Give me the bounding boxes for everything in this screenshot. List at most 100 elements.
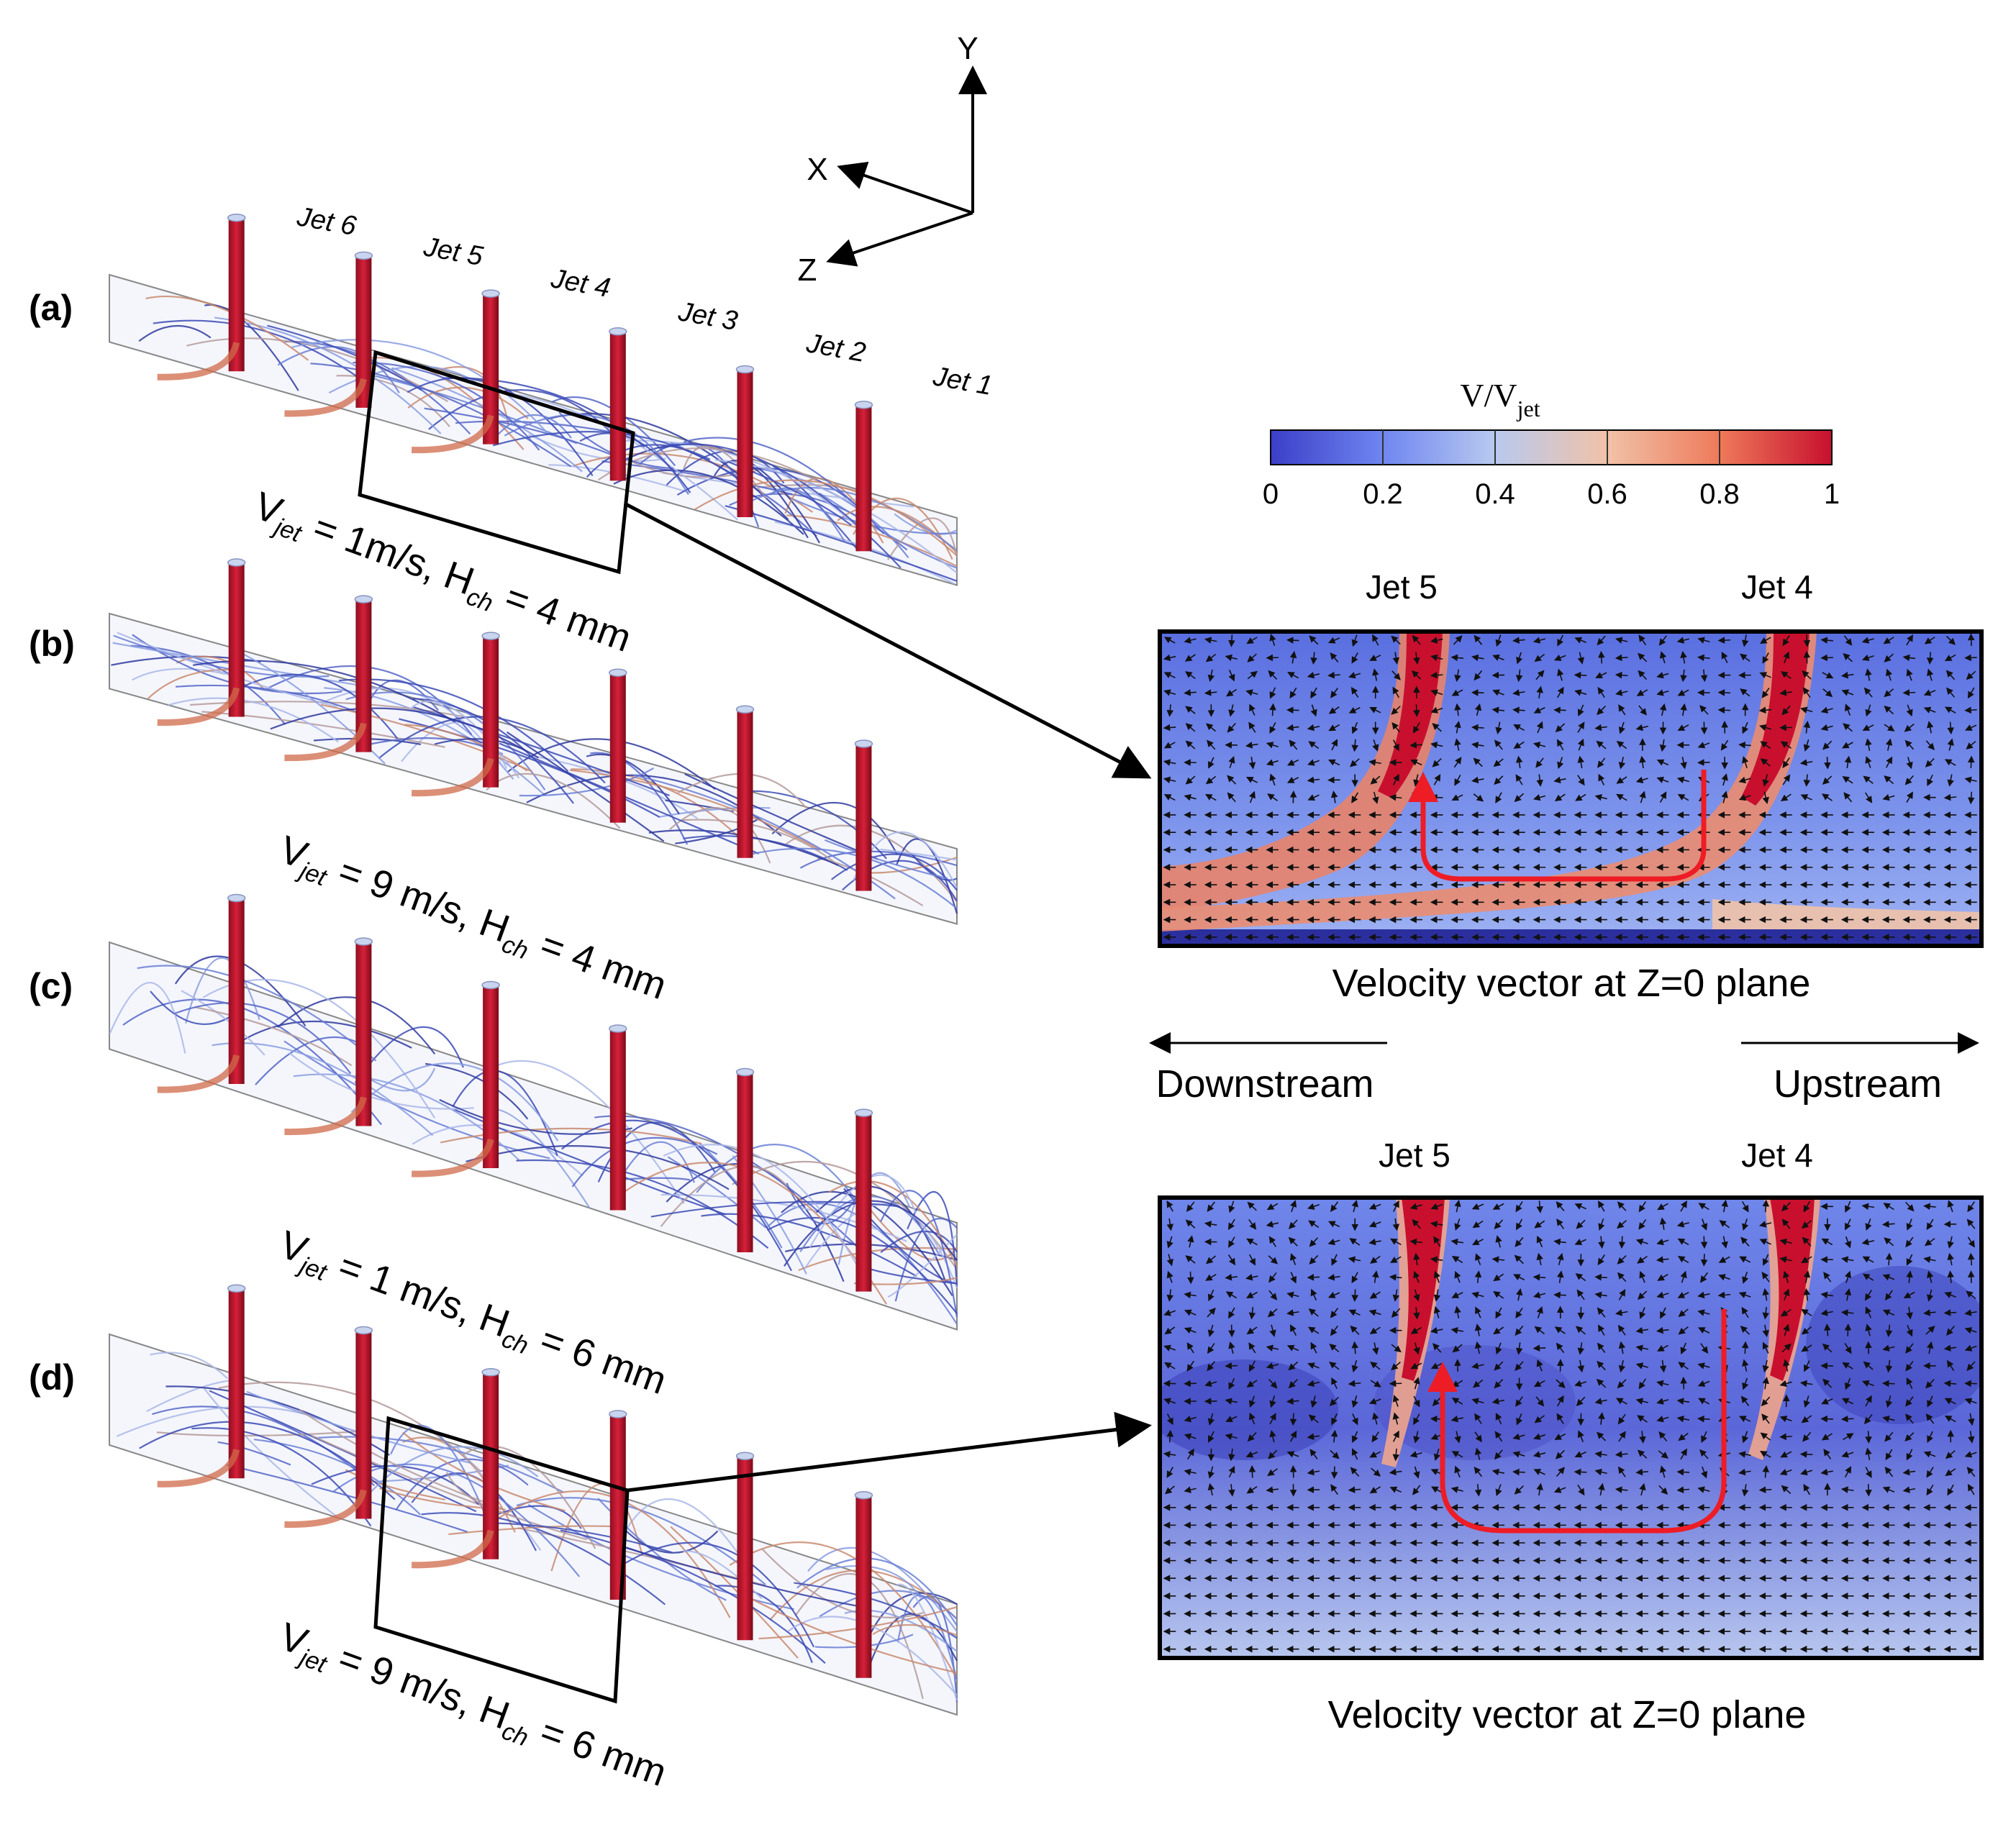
velocity-vector [1638, 670, 1647, 680]
velocity-vector [1533, 706, 1545, 714]
jet-pipe [737, 369, 753, 517]
streamline [440, 1127, 702, 1145]
panel-a-channel [109, 213, 958, 586]
velocity-vector [1946, 687, 1955, 698]
zoom-panel-bottom: Jet 5 Jet 4 Velocity vector at Z=0 plane [1158, 1136, 1984, 1736]
zoom-bottom-jet4-label: Jet 4 [1741, 1136, 1813, 1174]
velocity-vector [1184, 1380, 1197, 1388]
velocity-vector [1350, 687, 1359, 698]
velocity-vector [1248, 757, 1256, 770]
velocity-vector [1351, 739, 1359, 752]
velocity-vector [1310, 704, 1317, 717]
velocity-vector [1308, 741, 1320, 750]
velocity-vector [1246, 1238, 1258, 1246]
velocity-vector [1553, 1238, 1566, 1246]
velocity-vector [1925, 740, 1935, 750]
zoom-top-jet5-label: Jet 5 [1366, 568, 1438, 606]
velocity-vector [1351, 634, 1358, 647]
velocity-vector [1492, 689, 1504, 696]
velocity-vector [1474, 670, 1483, 681]
velocity-vector [1454, 738, 1461, 751]
velocity-vector [1843, 723, 1853, 732]
velocity-vector [1656, 1238, 1669, 1246]
velocity-vector [1515, 669, 1523, 683]
velocity-vector [1207, 669, 1215, 683]
velocity-vector [1635, 1238, 1648, 1246]
streamline [590, 752, 689, 845]
velocity-vector [1783, 651, 1790, 664]
velocity-vector [1616, 741, 1627, 750]
velocity-vector [1637, 652, 1648, 662]
velocity-vector [1187, 1235, 1194, 1248]
jet-label-4: Jet 4 [548, 263, 612, 304]
velocity-vector [1556, 1200, 1565, 1211]
velocity-vector [1574, 637, 1586, 644]
velocity-vector [1842, 775, 1853, 784]
velocity-vector [1965, 724, 1977, 731]
velocity-vector [1945, 635, 1956, 645]
streamline [168, 697, 339, 743]
flow-direction: Downstream Upstream [1149, 1032, 1979, 1106]
velocity-vector [1574, 1203, 1586, 1210]
streamline [506, 731, 665, 842]
streamline [741, 487, 958, 552]
velocity-vector [1206, 739, 1216, 750]
velocity-vector [1680, 703, 1687, 716]
jet-inlet [854, 1491, 873, 1500]
velocity-vector [1803, 739, 1810, 752]
velocity-vector [1657, 1203, 1668, 1211]
velocity-vector [1368, 1221, 1381, 1228]
streamline [267, 324, 422, 391]
velocity-vector [1451, 1256, 1463, 1264]
velocity-vector [1966, 670, 1976, 680]
jet-pipe [228, 562, 245, 717]
streamline [131, 668, 226, 681]
velocity-vector [1246, 637, 1258, 644]
velocity-vector [1266, 654, 1279, 662]
velocity-vector [1512, 637, 1525, 644]
velocity-vector [1556, 686, 1564, 698]
streamline [486, 1060, 685, 1204]
velocity-vector [1943, 793, 1957, 801]
velocity-vector [1924, 636, 1935, 644]
velocity-vector [1430, 1256, 1443, 1263]
velocity-vector [1904, 739, 1915, 750]
velocity-vector [1430, 637, 1443, 644]
streamline [439, 1098, 632, 1135]
velocity-vector [1289, 1413, 1297, 1426]
velocity-vector [1492, 654, 1504, 661]
velocity-vector [1904, 723, 1915, 732]
velocity-vector [1307, 1203, 1320, 1210]
streamline [519, 767, 654, 797]
jet-inlet [735, 705, 755, 714]
zoom-top-jet4-label: Jet 4 [1741, 568, 1813, 606]
velocity-vector [1453, 635, 1463, 645]
streamline [492, 431, 744, 484]
jet-inlet [481, 289, 500, 298]
streamline [746, 847, 958, 909]
velocity-vector [1779, 1433, 1792, 1441]
velocity-vector [1472, 1220, 1484, 1229]
velocity-vector [1163, 654, 1176, 662]
velocity-vector [1923, 689, 1936, 696]
velocity-vector [1453, 757, 1462, 768]
panel-c: (c) Vjet = 1 m/s, Hch = 6 mm [29, 893, 958, 1403]
velocity-vector [1616, 793, 1627, 801]
streamline [138, 324, 212, 342]
velocity-vector [1204, 637, 1217, 644]
jet-deflection [412, 757, 494, 797]
velocity-vector [1865, 738, 1872, 751]
velocity-vector [1617, 1220, 1627, 1229]
velocity-vector [1536, 1235, 1543, 1248]
velocity-vector [1884, 775, 1894, 785]
velocity-vector [1844, 1236, 1851, 1249]
velocity-vector [1267, 793, 1279, 801]
velocity-vector [1163, 759, 1176, 766]
velocity-vector [1185, 1219, 1196, 1229]
velocity-vector [1330, 652, 1339, 663]
velocity-vector [1742, 1218, 1749, 1231]
velocity-vector [1905, 1236, 1914, 1248]
velocity-vector [1163, 794, 1176, 801]
velocity-vector [1289, 791, 1297, 803]
